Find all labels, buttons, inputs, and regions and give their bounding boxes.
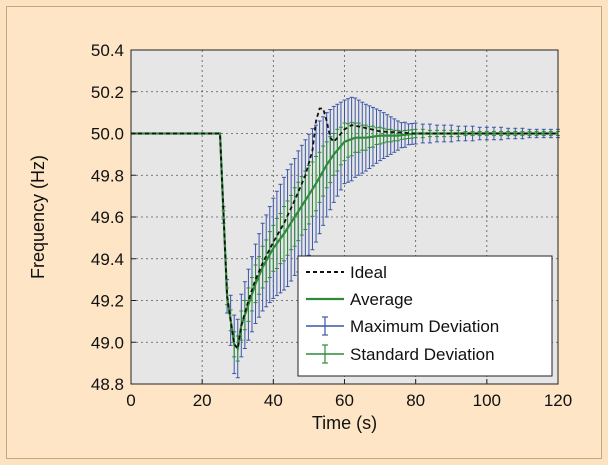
legend-max-deviation-label: Maximum Deviation: [350, 317, 499, 336]
y-tick-label: 49.4: [91, 250, 124, 269]
y-tick-label: 48.8: [91, 375, 124, 394]
x-axis-ticks: 0 20 40 60 80 100 120: [126, 379, 572, 410]
series-lines: [131, 107, 558, 352]
y-tick-label: 49.2: [91, 292, 124, 311]
x-tick-label: 0: [126, 391, 135, 410]
y-tick-label: 50.0: [91, 125, 124, 144]
legend-average-label: Average: [350, 290, 413, 309]
x-tick-label: 60: [335, 391, 354, 410]
legend-ideal-label: Ideal: [350, 263, 387, 282]
x-tick-label: 20: [193, 391, 212, 410]
legend-std-deviation-label: Standard Deviation: [350, 345, 495, 364]
y-tick-label: 49.8: [91, 166, 124, 185]
ideal-line: [131, 107, 558, 351]
legend-box: [297, 255, 553, 377]
y-tick-label: 49.6: [91, 208, 124, 227]
y-axis-ticks: 48.8 49.0 49.2 49.4 49.6 49.8 50.0 50.2 50.4: [91, 41, 136, 394]
x-axis-label: Time (s): [312, 413, 377, 433]
y-tick-label: 50.2: [91, 83, 124, 102]
x-tick-label: 100: [473, 391, 501, 410]
x-tick-label: 40: [264, 391, 283, 410]
legend: Ideal Average Maximum Deviation Standard…: [297, 255, 553, 377]
y-tick-label: 50.4: [91, 41, 124, 60]
x-tick-label: 120: [544, 391, 572, 410]
y-tick-label: 49.0: [91, 333, 124, 352]
legend-max-deviation-symbol: [306, 316, 344, 336]
x-tick-label: 80: [406, 391, 425, 410]
y-axis-label: Frequency (Hz): [28, 155, 48, 279]
legend-std-deviation-symbol: [306, 344, 344, 364]
